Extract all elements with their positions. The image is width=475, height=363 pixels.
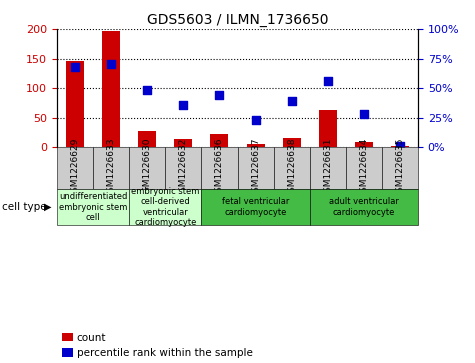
Text: GSM1226635: GSM1226635 (396, 138, 404, 199)
Text: GSM1226631: GSM1226631 (323, 138, 332, 199)
Text: undifferentiated
embryonic stem
cell: undifferentiated embryonic stem cell (59, 192, 127, 222)
Bar (138, 131, 156, 147)
Text: GSM1226630: GSM1226630 (143, 138, 152, 199)
Bar (129, 147, 165, 189)
Text: GSM1226634: GSM1226634 (360, 138, 368, 198)
Point (71, 64, 79, 70)
Point (288, 98, 295, 104)
Point (396, 143, 404, 149)
Text: embryonic stem
cell-derived
ventricular
cardiomyocyte: embryonic stem cell-derived ventricular … (131, 187, 200, 227)
Title: GDS5603 / ILMN_1736650: GDS5603 / ILMN_1736650 (147, 13, 328, 26)
Text: GSM1226632: GSM1226632 (179, 138, 188, 198)
Point (180, 102, 187, 107)
Bar (129, 189, 201, 225)
Bar (57, 189, 129, 225)
Bar (165, 147, 201, 189)
Point (216, 92, 223, 98)
Text: fetal ventricular
cardiomyocyte: fetal ventricular cardiomyocyte (222, 197, 289, 217)
Bar (310, 189, 418, 225)
Bar (102, 31, 120, 147)
Text: GSM1226637: GSM1226637 (251, 138, 260, 199)
Bar (210, 134, 228, 147)
Bar (355, 142, 373, 147)
Bar (274, 147, 310, 189)
Point (252, 117, 259, 123)
Bar (382, 147, 418, 189)
Text: GSM1226638: GSM1226638 (287, 138, 296, 199)
Text: adult ventricular
cardiomyocyte: adult ventricular cardiomyocyte (329, 197, 399, 217)
Text: GSM1226629: GSM1226629 (71, 138, 79, 198)
Point (107, 62, 115, 68)
Bar (57, 147, 93, 189)
Bar (319, 110, 337, 147)
Bar (66, 61, 84, 147)
Bar (310, 147, 346, 189)
Bar (201, 147, 238, 189)
Text: ▶: ▶ (44, 202, 52, 212)
Point (360, 111, 368, 117)
Point (324, 78, 332, 84)
Bar (247, 143, 265, 147)
Text: GSM1226636: GSM1226636 (215, 138, 224, 199)
Text: cell type: cell type (2, 202, 47, 212)
Bar (93, 147, 129, 189)
Bar (201, 189, 310, 225)
Text: GSM1226633: GSM1226633 (107, 138, 115, 199)
Point (143, 87, 151, 93)
Bar (283, 138, 301, 147)
Bar (346, 147, 382, 189)
Bar (238, 147, 274, 189)
Legend: count, percentile rank within the sample: count, percentile rank within the sample (62, 333, 253, 358)
Bar (174, 139, 192, 147)
